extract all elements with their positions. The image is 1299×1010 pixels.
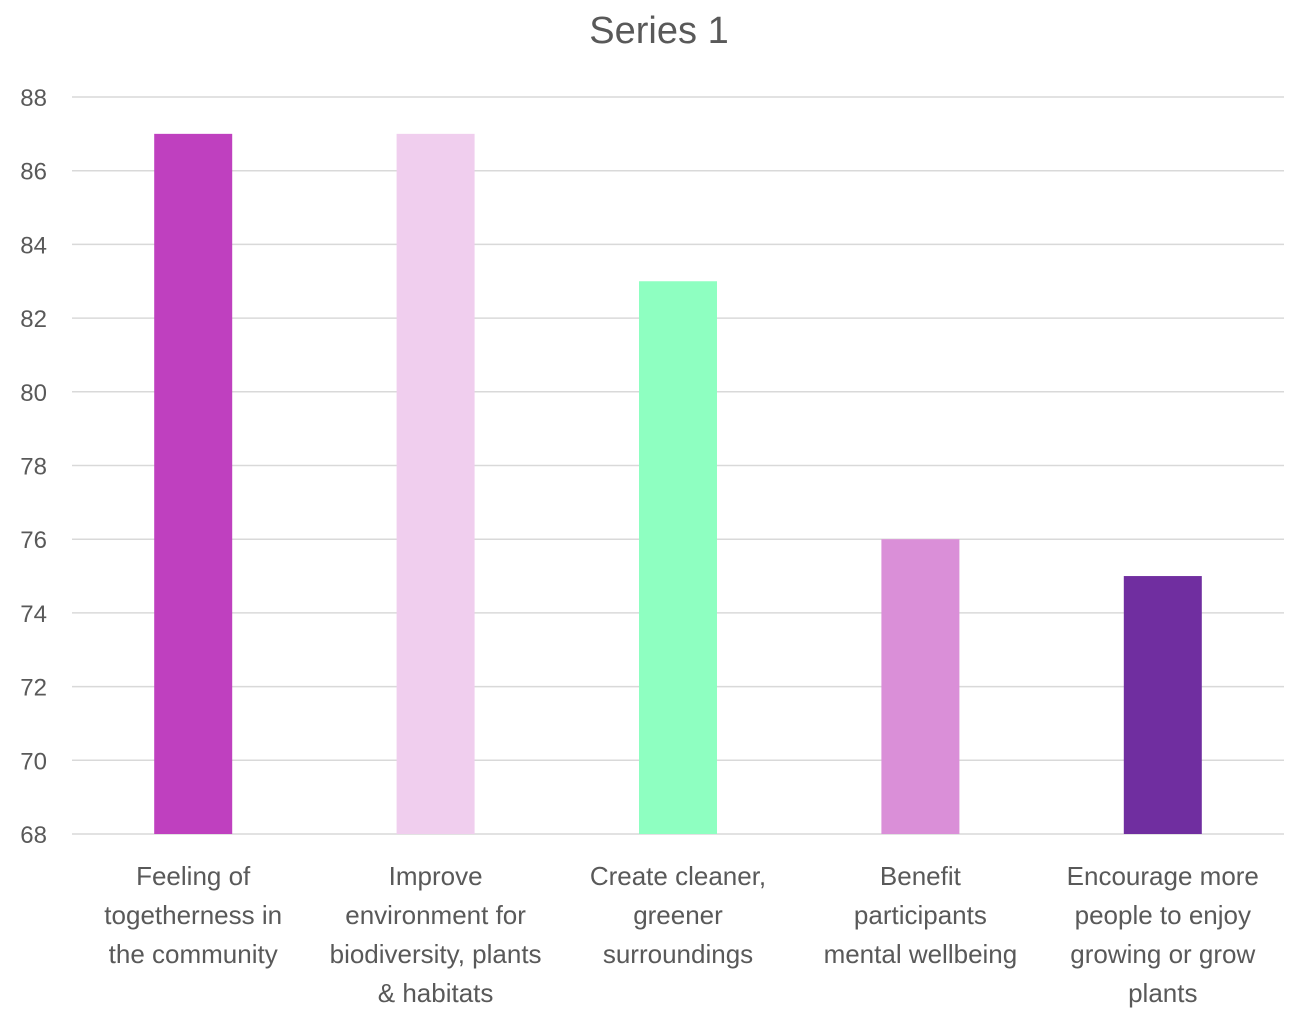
x-tick-label-line: biodiversity, plants [330, 939, 542, 969]
x-tick-label: Feeling of togetherness in the community [104, 861, 282, 969]
y-tick-label: 78 [20, 454, 47, 481]
bars [154, 133, 1202, 835]
x-tick-label-line: Create cleaner, [590, 861, 766, 891]
bar [1123, 576, 1202, 834]
x-tick-label-line: participants [854, 900, 987, 930]
x-tick-label-line: environment for [345, 900, 526, 930]
x-tick-label-line: people to enjoy [1075, 900, 1251, 930]
y-tick-label: 82 [20, 306, 47, 333]
y-tick-label: 76 [20, 527, 47, 554]
x-tick-label-line: mental wellbeing [824, 939, 1018, 969]
x-tick-label: Encourage more people to enjoy growing or … [1067, 861, 1259, 1008]
chart-title: Series 1 [589, 10, 728, 52]
y-tick-label: 68 [20, 822, 47, 849]
bar [881, 539, 960, 834]
x-tick-label-line: togetherness in [104, 900, 282, 930]
y-tick-label: 80 [20, 380, 47, 407]
x-tick-label-line: Encourage more [1067, 861, 1259, 891]
x-axis-labels: Feeling of togetherness in the community Im… [104, 861, 1259, 1008]
x-tick-label: Create cleaner, greener surroundings [590, 861, 766, 969]
x-tick-label-line: Feeling of [136, 861, 251, 891]
x-tick-label-line: Improve [389, 861, 483, 891]
x-tick-label-line: plants [1128, 978, 1197, 1008]
x-tick-label-line: growing or grow [1070, 939, 1255, 969]
y-tick-label: 88 [20, 85, 47, 112]
y-tick-label: 74 [20, 601, 47, 628]
y-tick-label: 70 [20, 748, 47, 775]
y-tick-label: 84 [20, 232, 47, 259]
x-tick-label-line: greener [633, 900, 723, 930]
bar [396, 133, 475, 835]
x-tick-label: Benefit participants mental wellbeing [824, 861, 1018, 969]
bar [639, 281, 717, 834]
y-tick-label: 86 [20, 159, 47, 186]
x-tick-label-line: & habitats [378, 978, 494, 1008]
x-tick-label-line: surroundings [603, 939, 753, 969]
x-tick-label: Improve environment for biodiversity, plan… [330, 861, 542, 1008]
x-tick-label-line: Benefit [880, 861, 962, 891]
y-axis-ticks: 68 70 72 74 76 78 80 82 84 86 88 [20, 85, 47, 849]
bar [154, 133, 233, 835]
y-tick-label: 72 [20, 675, 47, 702]
x-tick-label-line: the community [109, 939, 278, 969]
